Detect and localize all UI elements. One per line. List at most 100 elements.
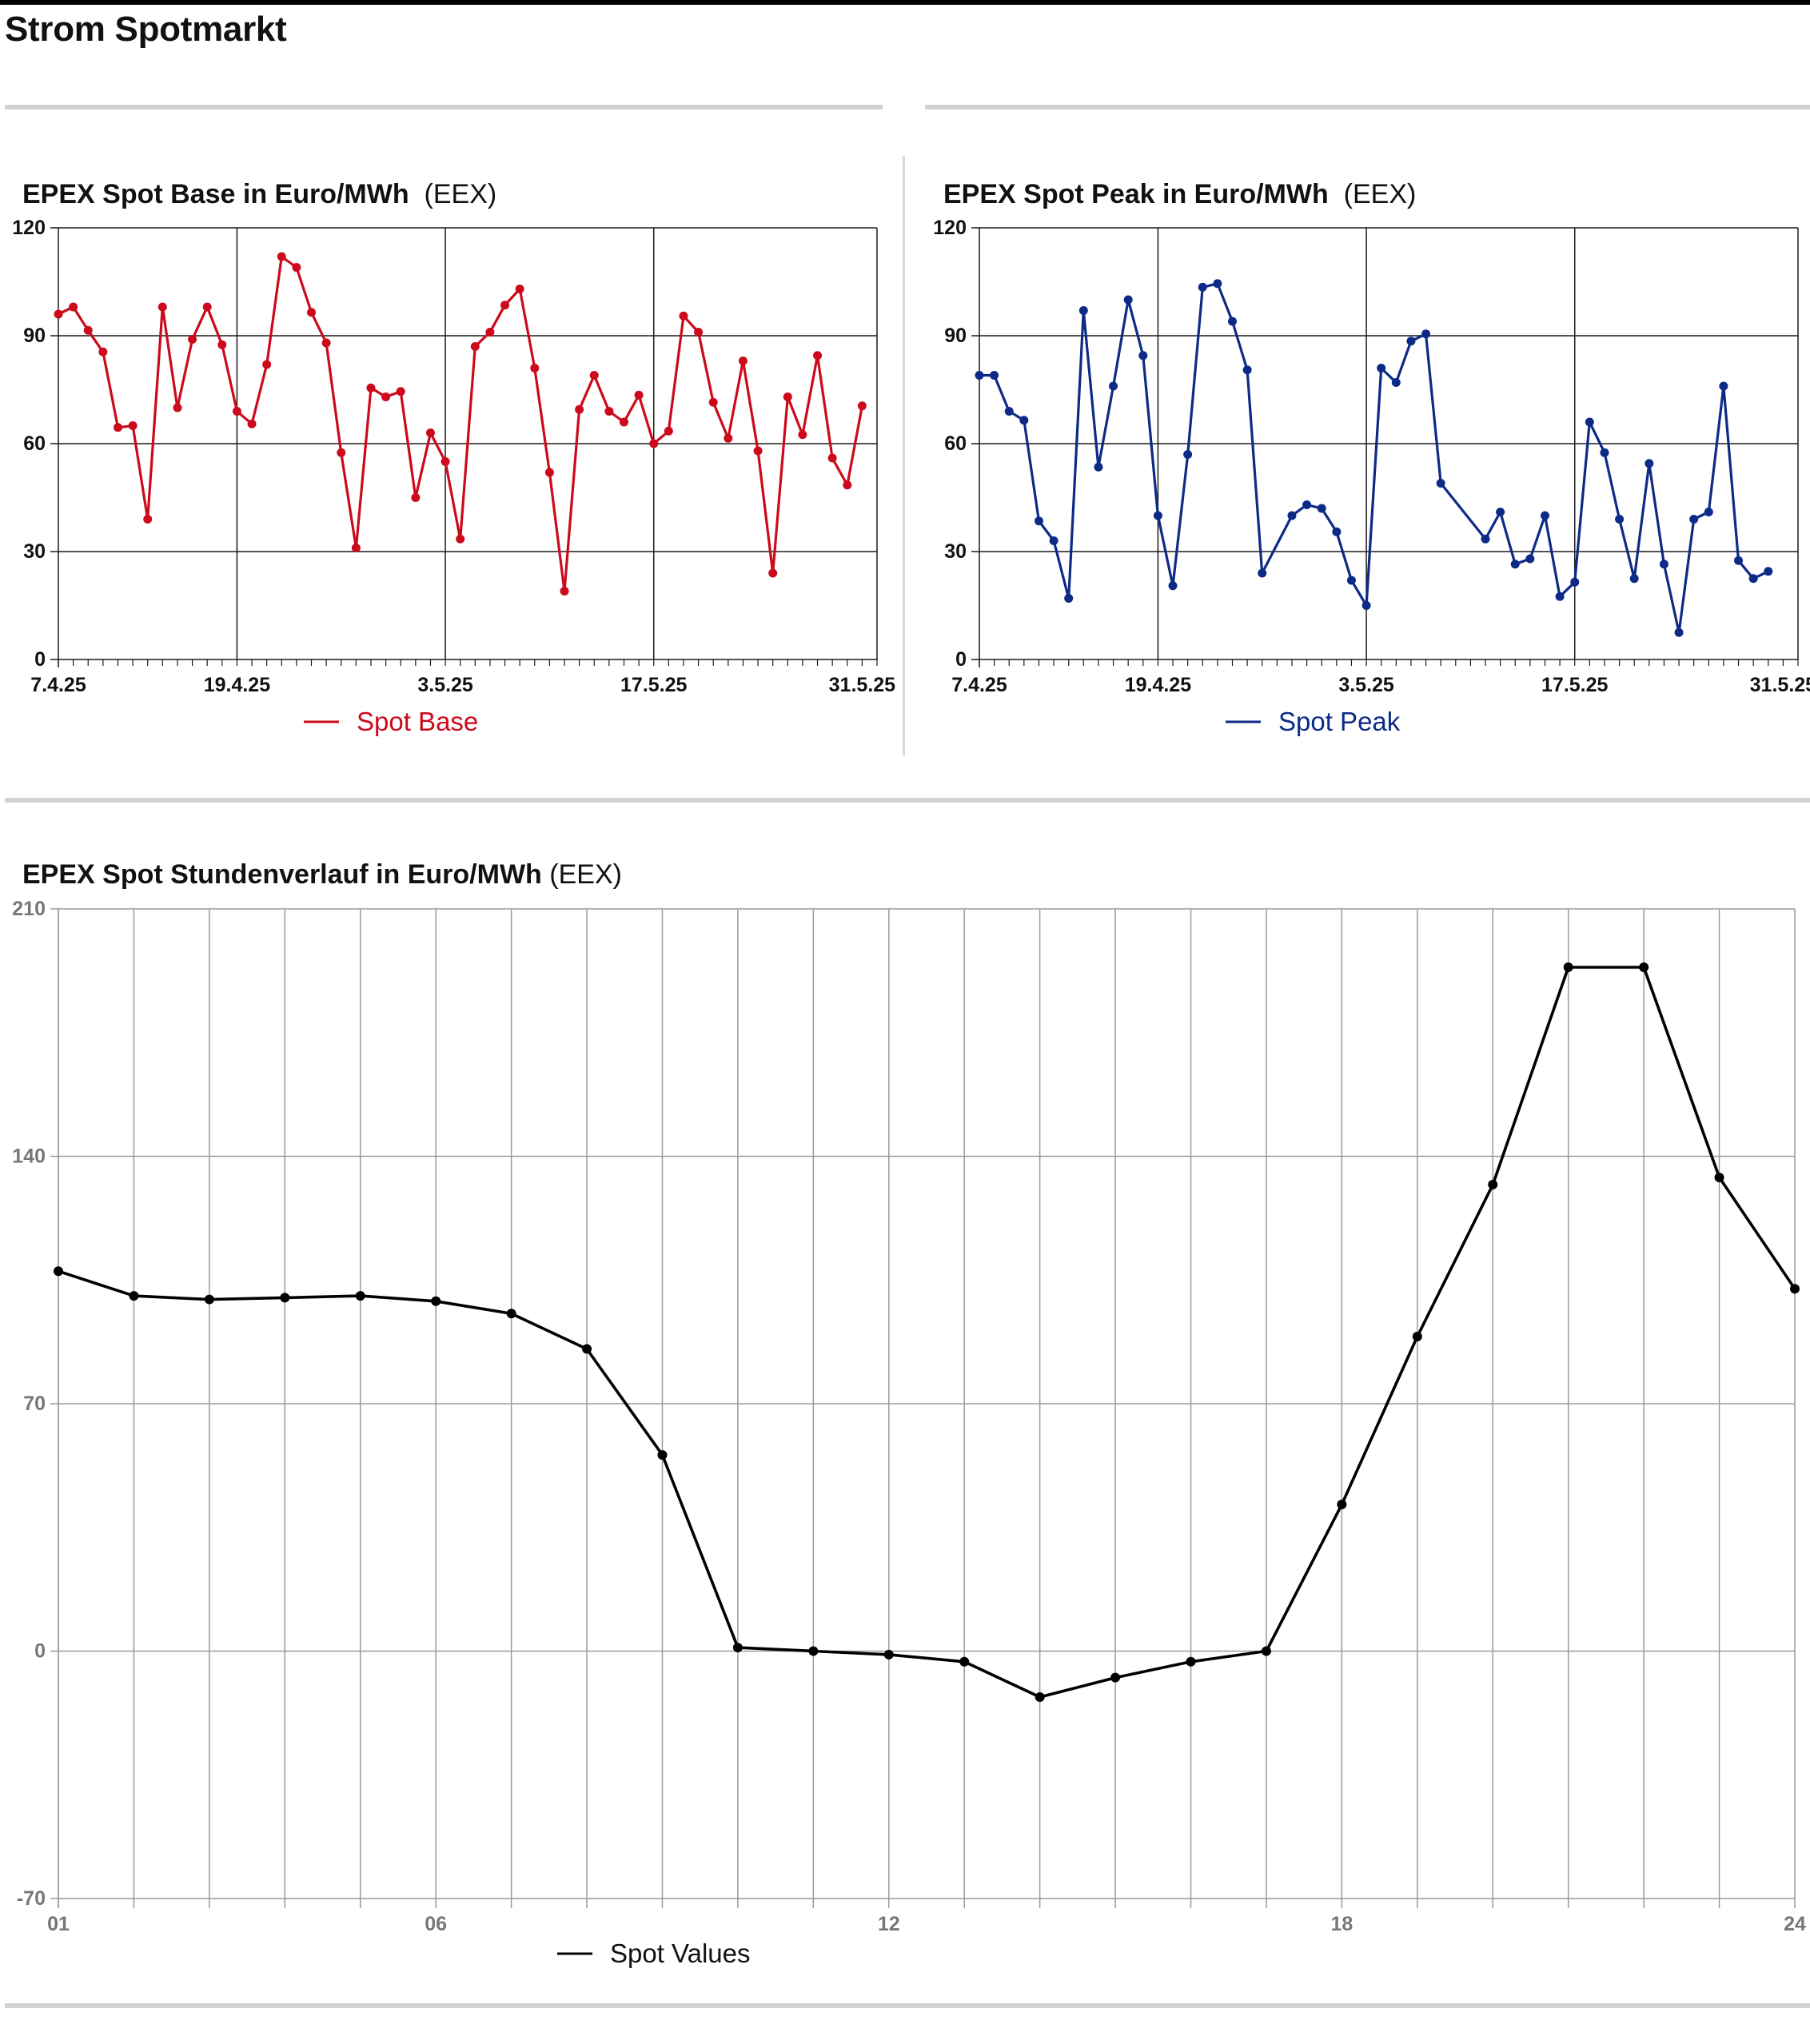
base-data-point bbox=[530, 364, 540, 373]
base-data-point bbox=[649, 439, 659, 448]
peak-x-tick-label: 19.4.25 bbox=[1125, 674, 1192, 696]
peak-data-point bbox=[1570, 577, 1580, 587]
divider-top-right bbox=[925, 105, 1810, 110]
peak-data-point bbox=[1600, 448, 1609, 457]
base-data-point bbox=[173, 403, 182, 412]
peak-data-point bbox=[1615, 515, 1625, 524]
peak-data-point bbox=[1689, 515, 1699, 524]
base-data-point bbox=[589, 371, 599, 380]
peak-data-point bbox=[1436, 479, 1445, 488]
base-data-point bbox=[217, 340, 227, 349]
hourly-data-point bbox=[355, 1291, 365, 1301]
base-data-point bbox=[768, 568, 778, 578]
hourly-data-point bbox=[1563, 962, 1573, 972]
base-data-point bbox=[396, 387, 405, 396]
base-data-point bbox=[351, 544, 361, 552]
hourly-panel-title: EPEX Spot Stundenverlauf in Euro/MWh (EE… bbox=[22, 859, 622, 891]
peak-x-tick-label: 7.4.25 bbox=[951, 674, 1007, 696]
hourly-data-point bbox=[883, 1649, 894, 1660]
base-data-point bbox=[813, 351, 823, 361]
peak-y-tick-label: 90 bbox=[944, 325, 967, 347]
peak-data-point bbox=[1764, 567, 1773, 576]
peak-data-point bbox=[1481, 534, 1490, 544]
hourly-data-point bbox=[582, 1344, 592, 1354]
base-data-point bbox=[783, 392, 792, 401]
peak-data-point bbox=[1421, 329, 1431, 339]
hourly-y-tick-label: 210 bbox=[12, 898, 46, 920]
base-y-tick-label: 60 bbox=[23, 432, 46, 455]
hourly-title-text: EPEX Spot Stundenverlauf in Euro/MWh bbox=[22, 859, 542, 890]
hourly-title-source: (EEX) bbox=[549, 859, 622, 890]
peak-data-point bbox=[1317, 504, 1326, 513]
peak-x-tick-label: 3.5.25 bbox=[1338, 674, 1394, 696]
hourly-data-point bbox=[431, 1296, 441, 1306]
base-data-point bbox=[54, 309, 63, 319]
peak-data-point bbox=[1049, 536, 1058, 545]
page-title: Strom Spotmarkt bbox=[5, 10, 287, 49]
peak-data-point bbox=[1302, 500, 1312, 509]
peak-data-point bbox=[1034, 516, 1043, 526]
base-chart: 0 30 60 90 120 7.4.25 19.4.25 3.5.25 17.5.25 31.5… bbox=[12, 217, 895, 736]
peak-data-point bbox=[1377, 364, 1386, 373]
base-x-tick-label: 17.5.25 bbox=[620, 674, 688, 696]
base-legend-label: Spot Base bbox=[357, 707, 478, 736]
peak-x-tick-label: 17.5.25 bbox=[1541, 674, 1609, 696]
base-data-point bbox=[843, 480, 852, 490]
hourly-data-point bbox=[1639, 962, 1649, 972]
base-x-tick-label: 7.4.25 bbox=[30, 674, 86, 696]
peak-y-tick-label: 30 bbox=[944, 540, 967, 563]
base-data-point bbox=[634, 390, 644, 400]
base-data-point bbox=[694, 328, 704, 337]
peak-data-point bbox=[1585, 417, 1594, 427]
base-data-point bbox=[157, 302, 167, 312]
hourly-y-tick-label: 140 bbox=[12, 1146, 46, 1168]
peak-data-point bbox=[1346, 576, 1356, 585]
hourly-x-tick-label: 06 bbox=[425, 1913, 447, 1935]
base-y-tick-label: 0 bbox=[34, 648, 46, 671]
base-data-point bbox=[485, 328, 495, 337]
peak-data-point bbox=[1748, 574, 1758, 584]
base-data-point bbox=[827, 453, 837, 463]
hourly-data-point bbox=[657, 1450, 668, 1460]
peak-data-point bbox=[1332, 527, 1342, 536]
base-data-point bbox=[604, 407, 614, 416]
base-data-point bbox=[83, 325, 93, 335]
peak-data-point bbox=[1004, 407, 1014, 416]
hourly-data-point bbox=[1035, 1691, 1045, 1702]
peak-title-source: (EEX) bbox=[1343, 179, 1417, 209]
peak-y-tick-label: 60 bbox=[944, 432, 967, 455]
base-data-point bbox=[724, 433, 733, 443]
peak-data-point bbox=[1719, 381, 1728, 391]
base-data-point bbox=[143, 515, 153, 524]
hourly-x-tick-label: 18 bbox=[1330, 1913, 1353, 1935]
base-data-point bbox=[307, 308, 317, 317]
peak-data-point bbox=[1361, 601, 1371, 610]
base-data-point bbox=[337, 448, 346, 457]
peak-data-point bbox=[1555, 592, 1565, 601]
base-x-tick-label: 19.4.25 bbox=[204, 674, 271, 696]
peak-data-point bbox=[1168, 581, 1178, 591]
peak-data-point bbox=[1064, 594, 1074, 603]
peak-data-point bbox=[1674, 628, 1684, 637]
base-data-point bbox=[128, 421, 138, 430]
hourly-data-point bbox=[1337, 1500, 1347, 1510]
peak-data-point bbox=[1510, 560, 1520, 569]
peak-data-point bbox=[1258, 568, 1267, 578]
panel-separator bbox=[903, 156, 905, 755]
peak-data-point bbox=[1659, 560, 1668, 569]
base-data-point bbox=[857, 401, 867, 411]
peak-data-point bbox=[1123, 295, 1133, 305]
peak-title-text: EPEX Spot Peak in Euro/MWh bbox=[943, 179, 1329, 209]
peak-data-point bbox=[1287, 511, 1297, 520]
base-data-point bbox=[232, 407, 241, 416]
peak-data-point bbox=[1019, 416, 1029, 425]
hourly-legend-label: Spot Values bbox=[610, 1938, 751, 1968]
base-data-point bbox=[202, 302, 212, 312]
base-data-point bbox=[188, 335, 197, 344]
peak-data-point bbox=[1213, 279, 1222, 289]
base-panel-title: EPEX Spot Base in Euro/MWh (EEX) bbox=[22, 179, 496, 210]
peak-y-tick-label: 0 bbox=[955, 648, 967, 671]
hourly-data-point bbox=[280, 1293, 290, 1303]
hourly-data-point bbox=[732, 1643, 743, 1653]
base-data-point bbox=[664, 426, 673, 436]
